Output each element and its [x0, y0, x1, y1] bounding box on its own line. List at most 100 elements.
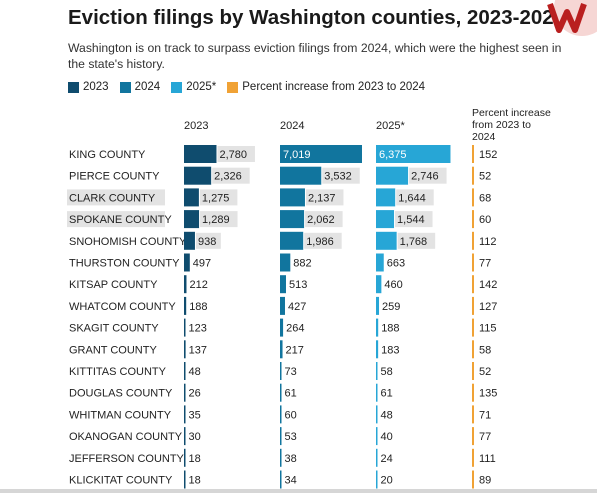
value-label-2025-clark-county: 1,644 — [398, 192, 426, 204]
value-bg-2023-clark-county — [199, 189, 238, 206]
percent-bar-kitsap-county — [472, 275, 474, 294]
percent-bar-clark-county — [472, 188, 474, 207]
value-label-2023-spokane-county: 1,289 — [202, 214, 230, 226]
bar-2024-pierce-county — [280, 166, 322, 185]
bar-2024-skagit-county — [280, 318, 284, 337]
percent-label-clark-county: 68 — [479, 192, 491, 204]
value-label-2024-clark-county: 2,137 — [308, 192, 336, 204]
value-label-2024-douglas-county: 61 — [285, 388, 297, 400]
percent-label-kittitas-county: 52 — [479, 366, 491, 378]
percent-label-thurston-county: 77 — [479, 258, 491, 270]
category-label-king-county: KING COUNTY — [69, 149, 146, 161]
category-label-skagit-county: SKAGIT COUNTY — [69, 323, 159, 335]
value-bg-2025-pierce-county — [409, 167, 447, 184]
legend-swatch-2023 — [68, 81, 79, 93]
value-label-2023-whitman-county: 35 — [189, 409, 201, 421]
legend-swatch-percent — [227, 81, 239, 93]
value-label-2025-grant-county: 183 — [381, 344, 399, 356]
category-label-whatcom-county: WHATCOM COUNTY — [69, 301, 176, 313]
value-label-2025-kitsap-county: 460 — [384, 279, 402, 291]
legend-swatch-2024 — [119, 81, 131, 93]
logo-background — [554, 0, 597, 36]
bar-2024-kitsap-county — [280, 275, 286, 294]
category-label-snohomish-county: SNOHOMISH COUNTY — [69, 236, 187, 248]
category-label-whitman-county: WHITMAN COUNTY — [69, 409, 172, 421]
category-label-jefferson-county: JEFFERSON COUNTY — [69, 453, 185, 465]
bar-2024-okanogan-county — [280, 427, 282, 446]
category-label-okanogan-county: OKANOGAN COUNTY — [69, 431, 183, 443]
category-label-spokane-county: SPOKANE COUNTY — [69, 214, 172, 226]
value-bg-2024-snohomish-county — [304, 232, 342, 249]
percent-label-douglas-county: 135 — [479, 388, 497, 400]
value-label-2024-kitsap-county: 513 — [289, 279, 307, 291]
percent-bar-whitman-county — [472, 405, 474, 424]
bar-2023-douglas-county — [184, 383, 186, 402]
value-label-2025-skagit-county: 188 — [381, 323, 399, 335]
value-label-2023-snohomish-county: 938 — [198, 236, 216, 248]
percent-bar-spokane-county — [472, 210, 474, 229]
value-label-2025-king-county: 6,375 — [379, 149, 407, 161]
bar-2025-grant-county — [376, 340, 379, 359]
percent-label-jefferson-county: 111 — [479, 453, 496, 465]
bar-2025-spokane-county — [376, 210, 395, 229]
row-highlight-clark-county — [67, 189, 165, 206]
bar-2025-klickitat-county — [376, 470, 378, 489]
value-bg-2025-clark-county — [396, 189, 434, 206]
percent-bar-whatcom-county — [472, 296, 474, 315]
percent-label-skagit-county: 115 — [479, 323, 497, 335]
bar-2024-thurston-county — [280, 253, 291, 272]
value-bg-2024-pierce-county — [322, 167, 360, 184]
chart-title: Eviction filings by Washington counties,… — [68, 6, 566, 29]
category-label-pierce-county: PIERCE COUNTY — [69, 171, 160, 183]
value-label-2025-pierce-county: 2,746 — [411, 171, 439, 183]
value-label-2023-whatcom-county: 188 — [189, 301, 207, 313]
bar-2023-whitman-county — [184, 405, 186, 424]
value-label-2024-whatcom-county: 427 — [288, 301, 306, 313]
value-bg-2023-spokane-county — [200, 211, 238, 228]
legend-label-2023: 2023 — [83, 81, 109, 93]
percent-bar-douglas-county — [472, 383, 474, 402]
percent-label-whatcom-county: 127 — [479, 301, 497, 313]
value-label-2023-thurston-county: 497 — [193, 258, 211, 270]
bar-2025-thurston-county — [376, 253, 384, 272]
legend-item-2023: 2023 — [68, 81, 109, 93]
category-label-klickitat-county: KLICKITAT COUNTY — [69, 475, 173, 487]
value-label-2025-jefferson-county: 24 — [381, 453, 393, 465]
page-bottom-rule — [0, 489, 597, 493]
chart-subtitle: Washington is on track to surpass evicti… — [68, 41, 562, 71]
bar-2023-king-county — [184, 145, 217, 163]
value-label-2024-skagit-county: 264 — [286, 323, 304, 335]
value-label-2024-snohomish-county: 1,986 — [306, 236, 334, 248]
bar-2025-skagit-county — [376, 318, 379, 337]
value-label-2023-skagit-county: 123 — [189, 323, 207, 335]
value-label-2024-thurston-county: 882 — [293, 258, 311, 270]
bar-2024-whitman-county — [280, 405, 282, 424]
percent-bar-thurston-county — [472, 253, 474, 272]
value-label-2024-jefferson-county: 38 — [285, 453, 297, 465]
value-label-2023-kitsap-county: 212 — [189, 279, 207, 291]
bar-2025-kittitas-county — [376, 362, 378, 380]
percent-bar-jefferson-county — [472, 448, 474, 467]
percent-bar-snohomish-county — [472, 231, 474, 250]
bar-2024-douglas-county — [280, 383, 282, 402]
bar-2024-jefferson-county — [280, 448, 282, 467]
legend-label-2025: 2025* — [186, 81, 217, 93]
percent-label-okanogan-county: 77 — [479, 431, 491, 443]
category-label-kitsap-county: KITSAP COUNTY — [69, 279, 158, 291]
bar-2023-klickitat-county — [184, 470, 186, 489]
value-label-2025-spokane-county: 1,544 — [397, 214, 425, 226]
legend-label-2024: 2024 — [134, 81, 161, 93]
percent-label-pierce-county: 52 — [479, 171, 491, 183]
category-label-kittitas-county: KITTITAS COUNTY — [69, 366, 167, 378]
value-label-2023-clark-county: 1,275 — [202, 192, 230, 204]
bar-2023-snohomish-county — [184, 231, 195, 250]
category-label-clark-county: CLARK COUNTY — [69, 192, 156, 204]
bar-2025-douglas-county — [376, 383, 378, 402]
value-label-2024-king-county: 7,019 — [283, 149, 311, 161]
legend-label-percent: Percent increase from 2023 to 2024 — [242, 81, 426, 93]
bar-2025-okanogan-county — [376, 427, 378, 446]
percent-bar-okanogan-county — [472, 427, 474, 446]
bar-2025-jefferson-county — [376, 448, 378, 467]
value-label-2025-snohomish-county: 1,768 — [400, 236, 428, 248]
legend-swatch-2025 — [171, 81, 183, 93]
